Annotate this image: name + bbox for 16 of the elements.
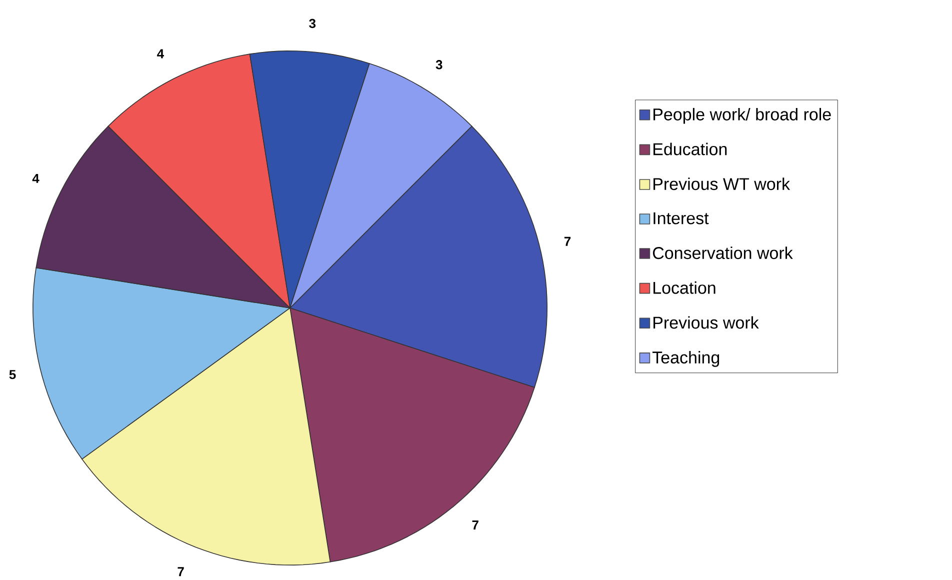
legend-label: People work/ broad role [654,108,831,124]
legend-label: Location [654,281,716,294]
legend-label: Previous WT work [654,178,790,190]
data-label: 7 [472,520,478,530]
data-label: 5 [9,370,16,380]
data-label: 4 [157,49,164,58]
data-label: 3 [309,18,316,28]
data-label: 3 [436,60,442,70]
data-label: 7 [178,567,184,576]
legend-label: Education [654,142,727,156]
legend-label: Conservation work [652,246,793,260]
data-label: 4 [32,174,40,183]
legend-label: Previous work [654,316,759,329]
legend-label: Interest [654,212,709,224]
data-label: 7 [564,236,571,246]
legend-label: Teaching [652,351,720,367]
